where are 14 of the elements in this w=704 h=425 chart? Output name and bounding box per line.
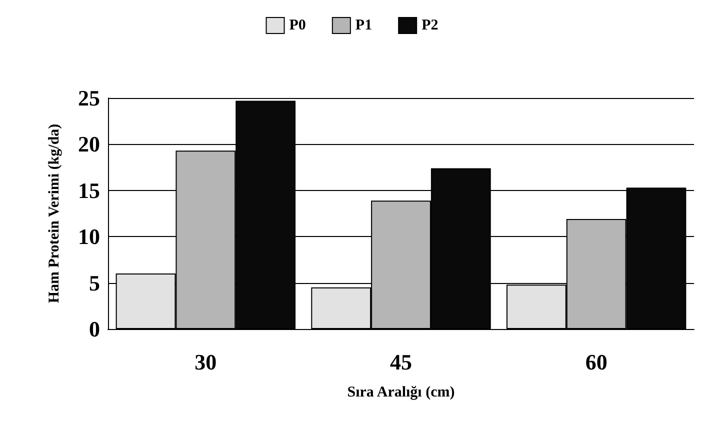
- y-tick-label: 0: [89, 316, 100, 342]
- y-tick-label: 5: [89, 270, 100, 296]
- y-tick-label: 20: [78, 132, 100, 157]
- y-tick-label: 10: [78, 224, 100, 250]
- y-tick-label: 15: [78, 178, 100, 203]
- legend-label: P1: [355, 18, 372, 34]
- legend-label: P2: [422, 18, 438, 34]
- x-tick-label: 30: [194, 350, 217, 374]
- y-tick-label: 25: [78, 86, 100, 110]
- y-axis-title: Ham Protein Verimi (kg/da): [46, 124, 62, 304]
- x-tick-label: 60: [585, 350, 608, 374]
- legend-label: P0: [289, 18, 306, 34]
- x-axis-title: Sıra Aralığı (cm): [347, 384, 455, 400]
- x-tick-label: 45: [390, 350, 412, 374]
